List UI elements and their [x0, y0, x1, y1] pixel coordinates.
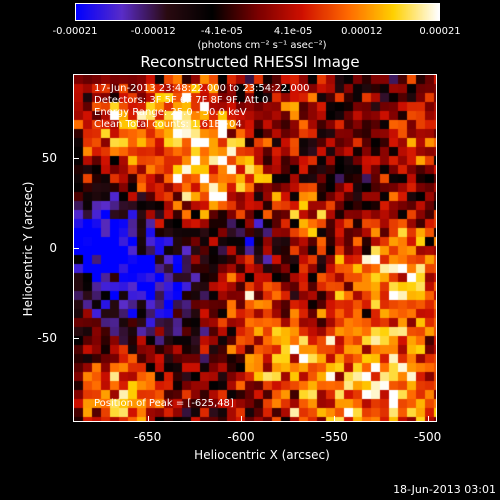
plot-area — [73, 74, 437, 422]
clean-counts-annotation: Clean Total counts: 1.61E+04 — [94, 119, 242, 130]
x-tick-mark — [427, 416, 429, 422]
colorbar-tick-label: -0.00012 — [130, 26, 176, 37]
chart-title: Reconstructed RHESSI Image — [140, 53, 360, 71]
y-tick-label: 0 — [49, 241, 57, 255]
colorbar-units: (photons cm⁻² s⁻¹ asec⁻²) — [197, 40, 327, 51]
colorbar-tick-label: 0.00021 — [419, 26, 461, 37]
colorbar-tick-label: -4.1e-05 — [200, 26, 243, 37]
x-tick-label: -550 — [320, 430, 348, 444]
x-tick-label: -600 — [227, 430, 255, 444]
x-tick-mark — [334, 416, 336, 422]
y-tick-mark — [73, 337, 79, 339]
colorbar-tick-label: 0.00012 — [341, 26, 383, 37]
detectors-annotation: Detectors: 3F 5F 6F 7F 8F 9F, Att 0 — [94, 95, 269, 106]
energy-range-annotation: Energy Range: 25.0 - 50.0 keV — [94, 107, 247, 118]
peak-position-annotation: Position of Peak = [-625,48] — [94, 398, 234, 409]
y-tick-mark — [73, 248, 79, 249]
y-tick-label: -50 — [37, 330, 57, 345]
y-tick-mark — [73, 158, 79, 160]
heatmap-image — [74, 75, 436, 421]
time-range-annotation: 17-Jun-2013 23:48:22.000 to 23:54:22.000 — [94, 83, 310, 94]
colorbar-tick-label: -0.00021 — [52, 26, 98, 37]
colorbar-tick-label: 4.1e-05 — [273, 26, 313, 37]
x-tick-label: -650 — [134, 430, 162, 444]
y-tick-label: 50 — [41, 151, 57, 166]
x-axis-label: Heliocentric X (arcsec) — [194, 448, 330, 462]
colorbar — [75, 3, 440, 21]
x-tick-label: -500 — [414, 430, 442, 444]
footer-timestamp: 18-Jun-2013 03:01 — [393, 483, 496, 496]
x-tick-mark — [147, 416, 149, 422]
y-axis-label: Heliocentric Y (arcsec) — [21, 181, 35, 317]
x-tick-mark — [241, 416, 242, 422]
